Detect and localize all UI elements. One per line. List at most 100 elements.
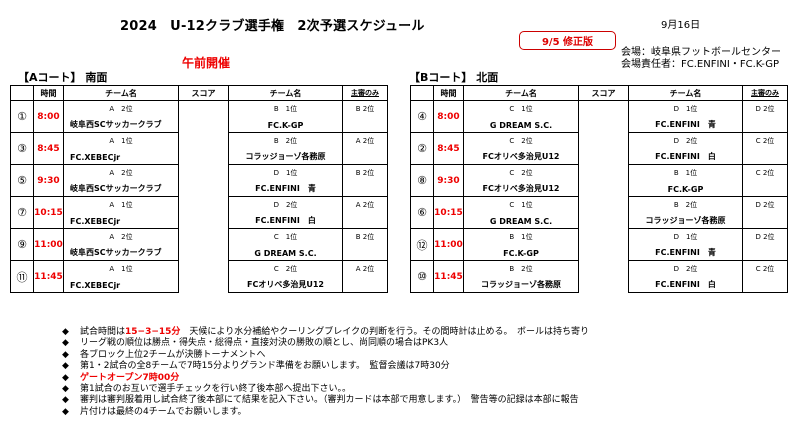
- score-cell: [178, 228, 229, 261]
- match-slot: C 2位 FCオリベ多治見U12: [465, 166, 578, 196]
- morning-notice: 午前開催: [182, 56, 231, 70]
- score-cell: [178, 100, 229, 133]
- score-cell: [578, 228, 629, 261]
- team-1-cell: A 2位岐阜西SCサッカークラブ: [63, 100, 179, 133]
- match-slot: A 2位 岐阜西SCサッカークラブ: [65, 230, 178, 260]
- team-name: 岐阜西SCサッカークラブ: [70, 120, 162, 129]
- header-team: チーム名: [63, 85, 179, 101]
- team-2-cell: D 2位 FC.ENFINI 白: [628, 132, 743, 165]
- seed-label: A 2位: [109, 105, 133, 113]
- seed-label: B 1位: [509, 233, 533, 241]
- team-2-cell: B 1位 FC.K-GP: [628, 164, 743, 197]
- match-slot: B 1位 FC.K-GP: [465, 230, 578, 260]
- bullet-icon: ◆: [62, 338, 69, 349]
- referee-cell: C 2位: [742, 260, 788, 293]
- court-b-label: 【Bコート】 北面: [409, 71, 499, 84]
- note-item: ◆ 試合時間は 15−3−15分 天候により水分補給やクーリングブレイクの判断を行…: [62, 327, 589, 338]
- seed-label: A 1位: [109, 137, 133, 145]
- match-row: ③ 8:45 A 1位 FC.XEBECjr B 2位 コラッジョーゾ各務原 A 2位: [10, 132, 388, 165]
- team-name: コラッジョーゾ各務原: [245, 152, 326, 161]
- match-slot: D 2位 FC.ENFINI 白: [630, 134, 742, 164]
- match-number: ④: [410, 100, 434, 133]
- match-slot: D 2位 FC.ENFINI 白: [630, 262, 742, 292]
- match-slot: A 2位岐阜西SCサッカークラブ: [65, 102, 178, 132]
- seed-label: D 1位: [673, 105, 698, 113]
- team-2-cell: D 1位 FC.ENFINI 青: [228, 164, 343, 197]
- team-name: FC.XEBECjr: [70, 153, 121, 162]
- referee-cell: A 2位: [342, 196, 388, 229]
- match-time: 8:45: [33, 132, 64, 165]
- table-header: 時間 チーム名 スコア チーム名 主審のみ: [10, 85, 388, 101]
- match-row: ⑪ 11:45 A 1位 FC.XEBECjr C 2位 FCオリベ多治見U12 A 2位: [10, 260, 388, 293]
- team-name: FCオリベ多治見U12: [482, 184, 560, 193]
- court-a-label: 【Aコート】 南面: [18, 71, 108, 84]
- team-2-cell: D 2位 FC.ENFINI 白: [628, 260, 743, 293]
- team-2-cell: D 2位 FC.ENFINI 白: [228, 196, 343, 229]
- header-score: スコア: [578, 85, 629, 101]
- team-2-cell: D 1位 FC.ENFINI 青: [628, 228, 743, 261]
- header-referee: 主審のみ: [342, 85, 388, 101]
- page-title: 2024 U-12クラブ選手権 2次予選スケジュール: [120, 19, 425, 34]
- team-name: FC.ENFINI 白: [655, 280, 716, 289]
- match-time: 10:15: [433, 196, 464, 229]
- referee-cell: C 2位: [742, 164, 788, 197]
- event-date: 9月16日: [661, 20, 701, 31]
- match-row: ② 8:45 C 2位 FCオリベ多治見U12 D 2位 FC.ENFINI 白 C 2位: [410, 132, 788, 165]
- match-slot: D 1位 FC.ENFINI 青: [630, 102, 742, 132]
- match-row: ⑫ 11:00 B 1位 FC.K-GP D 1位 FC.ENFINI 青 D 2位: [410, 228, 788, 261]
- score-cell: [178, 196, 229, 229]
- note-text: リーグ戦の順位は勝点・得失点・総得点・直接対決の勝敗の順とし、尚同順の場合はPK…: [80, 338, 449, 349]
- note-text: 審判は審判服着用し試合終了後本部にて結果を記入下さい。（審判カードは本部で用意し…: [80, 395, 579, 406]
- seed-label: B 1位: [273, 105, 298, 113]
- venue-label: 会場：岐阜県フットボールセンター: [621, 47, 781, 58]
- referee-cell: B 2位: [342, 100, 388, 133]
- match-slot: B 2位 コラッジョーゾ各務原: [630, 198, 742, 228]
- note-item: ◆ 各ブロック上位2チームが決勝トーナメントへ: [62, 350, 589, 361]
- header-team: チーム名: [628, 85, 743, 101]
- team-2-cell: B 2位コラッジョーゾ各務原: [228, 132, 343, 165]
- score-cell: [578, 164, 629, 197]
- note-text: 第1試合のお互いで選手チェックを行い終了後本部へ提出下さい。。: [80, 384, 351, 395]
- header-score: スコア: [178, 85, 229, 101]
- table-header: 時間 チーム名 スコア チーム名 主審のみ: [410, 85, 788, 101]
- notes-list: ◆ 試合時間は 15−3−15分 天候により水分補給やクーリングブレイクの判断を行…: [62, 327, 589, 418]
- score-cell: [578, 260, 629, 293]
- team-2-cell: B 2位 コラッジョーゾ各務原: [628, 196, 743, 229]
- team-name: コラッジョーゾ各務原: [645, 216, 726, 225]
- note-item: ◆ ゲートオープン7時00分: [62, 373, 589, 384]
- header-referee: 主審のみ: [742, 85, 788, 101]
- team-name: FC.K-GP: [267, 121, 304, 130]
- seed-label: D 2位: [673, 265, 698, 273]
- match-number: ⑫: [410, 228, 434, 261]
- match-slot: B 2位コラッジョーゾ各務原: [230, 134, 342, 164]
- seed-label: D 1位: [673, 233, 698, 241]
- bullet-icon: ◆: [62, 349, 69, 360]
- match-slot: B 1位 FC.K-GP: [630, 166, 742, 196]
- note-text: 各ブロック上位2チームが決勝トーナメントへ: [80, 349, 266, 360]
- match-slot: C 2位 FCオリベ多治見U12: [230, 262, 342, 292]
- referee-cell: B 2位: [342, 164, 388, 197]
- match-time: 9:30: [433, 164, 464, 197]
- match-time: 10:15: [33, 196, 64, 229]
- match-row: ⑨ 11:00 A 2位 岐阜西SCサッカークラブ C 1位 G DREAM S.C. B …: [10, 228, 388, 261]
- team-1-cell: C 1位 G DREAM S.C.: [463, 100, 579, 133]
- match-time: 11:00: [433, 228, 464, 261]
- match-time: 8:00: [33, 100, 64, 133]
- note-item: ◆ 第1試合のお互いで選手チェックを行い終了後本部へ提出下さい。。: [62, 384, 589, 395]
- seed-label: B 2位: [273, 137, 298, 145]
- team-name: 岐阜西SCサッカークラブ: [70, 248, 162, 257]
- match-row: ⑧ 9:30 C 2位 FCオリベ多治見U12 B 1位 FC.K-GP C 2位: [410, 164, 788, 197]
- score-cell: [578, 132, 629, 165]
- match-number: ⑥: [410, 196, 434, 229]
- venue-info: 会場：岐阜県フットボールセンター 会場責任者：FC.ENFINI・FC.K-GP: [621, 47, 781, 71]
- match-time: 8:00: [433, 100, 464, 133]
- revision-badge: 9/5 修正版: [519, 31, 616, 50]
- match-number: ②: [410, 132, 434, 165]
- header-team: チーム名: [463, 85, 579, 101]
- team-2-cell: B 1位 FC.K-GP: [228, 100, 343, 133]
- team-1-cell: A 1位 FC.XEBECjr: [63, 260, 179, 293]
- bullet-icon: ◆: [62, 406, 69, 417]
- match-slot: D 1位 FC.ENFINI 青: [230, 166, 342, 196]
- match-slot: D 1位 FC.ENFINI 青: [630, 230, 742, 260]
